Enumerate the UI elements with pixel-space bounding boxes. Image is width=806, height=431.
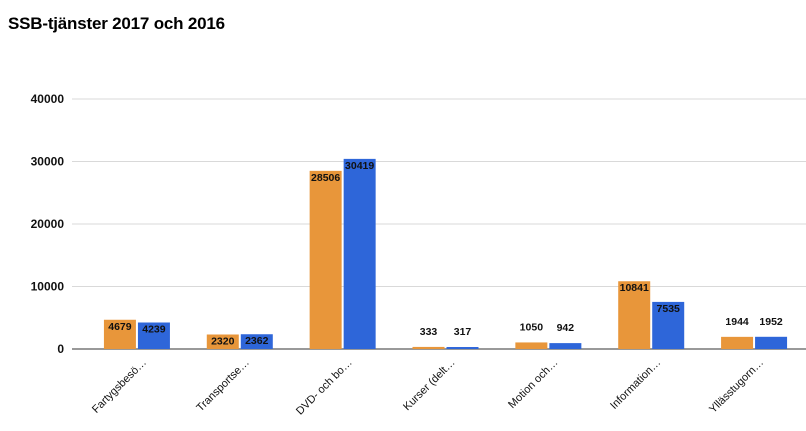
data-label: 10841 — [620, 282, 649, 294]
x-tick-label: DVD- och bo… — [294, 357, 355, 418]
y-tick-label: 30000 — [31, 155, 65, 169]
data-label: 4239 — [142, 324, 166, 336]
bar — [206, 334, 239, 349]
x-tick-label: Yllässtugorn… — [707, 357, 766, 416]
bar — [618, 281, 651, 349]
bar — [721, 336, 754, 349]
chart-title: SSB-tjänster 2017 och 2016 — [8, 14, 225, 33]
bar — [240, 334, 273, 349]
data-label: 1952 — [759, 316, 783, 328]
data-label: 1050 — [520, 321, 544, 333]
bar — [652, 301, 685, 349]
data-label: 28506 — [311, 172, 340, 184]
data-label: 317 — [454, 326, 472, 338]
x-tick-label: Transportse… — [194, 357, 251, 414]
bar — [412, 346, 445, 349]
x-tick-label: Kurser (delt… — [401, 357, 457, 413]
x-tick-label: Information… — [608, 357, 663, 412]
data-label: 942 — [557, 322, 575, 334]
data-label: 30419 — [345, 160, 374, 172]
bar — [446, 347, 479, 349]
y-tick-label: 20000 — [31, 217, 65, 231]
bar — [137, 322, 170, 349]
bar — [755, 336, 788, 349]
data-label: 1944 — [725, 316, 749, 328]
y-tick-label: 0 — [57, 342, 64, 356]
data-label: 2362 — [245, 335, 269, 347]
bar — [309, 170, 342, 349]
data-label: 7535 — [657, 303, 681, 315]
x-tick-label: Fartygsbesö… — [90, 357, 149, 416]
bar — [515, 342, 548, 349]
bar — [343, 158, 376, 349]
bar — [103, 319, 136, 349]
y-tick-label: 10000 — [31, 280, 65, 294]
data-label: 2320 — [211, 336, 235, 348]
x-tick-label: Motion och… — [506, 357, 560, 411]
y-tick-label: 40000 — [31, 92, 65, 106]
data-label: 333 — [420, 326, 438, 338]
data-label: 4679 — [108, 321, 132, 333]
bar — [549, 343, 582, 349]
